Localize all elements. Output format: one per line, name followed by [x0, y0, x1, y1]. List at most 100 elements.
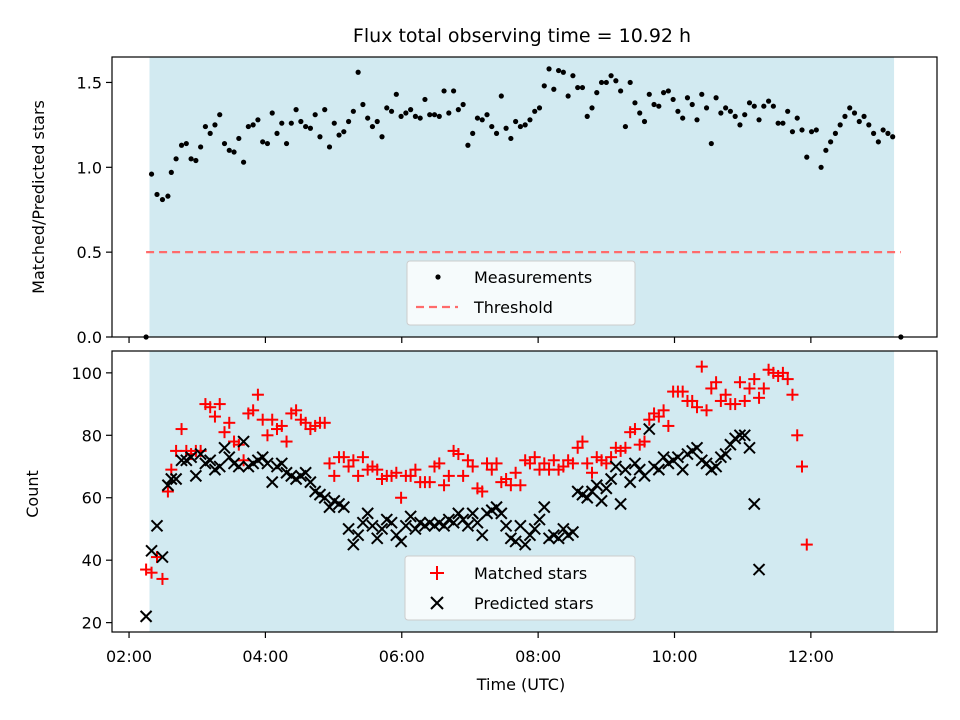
- matched-star-point: [208, 410, 221, 423]
- predicted-star-point: [609, 460, 623, 473]
- measurement-point: [489, 123, 495, 130]
- matched-star-point: [223, 416, 236, 429]
- measurement-point: [847, 105, 853, 111]
- measurement-point: [870, 130, 877, 136]
- measurement-point: [384, 105, 390, 111]
- measurement-point: [565, 93, 571, 99]
- measurement-point: [885, 130, 891, 136]
- matched-star-point: [490, 457, 503, 470]
- matched-star-point: [251, 388, 264, 401]
- measurement-point: [408, 107, 414, 113]
- measurement-point: [513, 118, 519, 125]
- x-tick-label: 10:00: [651, 647, 697, 666]
- predicted-star-point: [361, 507, 374, 520]
- measurement-point: [575, 84, 581, 91]
- measurement-point: [479, 117, 485, 123]
- measurement-point: [675, 108, 681, 114]
- measurement-point: [632, 100, 638, 106]
- predicted-star-point: [581, 491, 594, 504]
- measurement-point: [818, 164, 824, 170]
- matched-star-point: [218, 426, 231, 439]
- matched-star-point: [619, 441, 632, 454]
- measurement-point: [183, 140, 189, 147]
- predicted-star-point: [676, 463, 689, 476]
- measurement-point: [579, 84, 586, 91]
- matched-star-point: [461, 454, 474, 467]
- top-panel: 0.0 0.5 1.0 1.5 Matched/Predicted stars Mea…: [29, 56, 938, 347]
- matched-star-point: [213, 398, 226, 411]
- bottom-y-axis: 20 40 60 80 100: [71, 364, 112, 633]
- predicted-star-point: [337, 500, 351, 514]
- predicted-star-point: [390, 529, 403, 542]
- predicted-star-point: [145, 544, 158, 558]
- predicted-star-point: [738, 429, 751, 442]
- matched-star-point: [509, 466, 522, 479]
- y-tick-label: 0.0: [77, 328, 102, 347]
- matched-star-point: [719, 388, 732, 401]
- y-tick-label: 0.5: [77, 243, 102, 262]
- top-axes-frame: [111, 56, 938, 338]
- predicted-star-point: [266, 475, 279, 489]
- predicted-star-point: [203, 454, 217, 467]
- measurement-point: [226, 147, 232, 153]
- predicted-star-point: [351, 529, 365, 542]
- measurement-point: [207, 130, 213, 136]
- matched-star-point: [786, 388, 799, 401]
- predicted-star-point: [552, 532, 565, 545]
- bottom-y-label: Count: [23, 470, 42, 518]
- predicted-star-point: [638, 469, 651, 483]
- measurement-point: [851, 110, 858, 116]
- measurement-point: [541, 83, 547, 89]
- predicted-star-point: [213, 460, 226, 473]
- predicted-star-point: [528, 522, 541, 536]
- measurement-point: [761, 103, 767, 109]
- predicted-star-point: [399, 519, 413, 533]
- measurement-point: [804, 154, 810, 160]
- predicted-star-point: [595, 494, 608, 508]
- measurement-point: [168, 169, 174, 175]
- predicted-star-point: [256, 450, 269, 464]
- measurement-point: [570, 73, 576, 79]
- predicted-star-point: [461, 519, 475, 533]
- predicted-star-point: [156, 550, 169, 564]
- matched-star-point: [442, 469, 455, 482]
- predicted-star-point: [724, 438, 737, 451]
- measurement-point: [732, 113, 738, 119]
- measurement-point: [369, 123, 376, 130]
- predicted-star-point: [409, 522, 422, 536]
- matched-star-point: [337, 451, 350, 464]
- measurement-point: [193, 157, 199, 164]
- measurement-point: [594, 90, 600, 96]
- measurement-point: [718, 110, 724, 116]
- measurement-point: [198, 144, 204, 150]
- measurement-point: [536, 105, 543, 111]
- chart-title: Flux total observing time = 10.92 h: [353, 25, 691, 47]
- measurement-point: [236, 135, 242, 142]
- predicted-star-point: [452, 507, 465, 520]
- predicted-star-point: [748, 497, 761, 511]
- y-tick-label: 1.5: [77, 73, 102, 92]
- y-tick-label: 1.0: [77, 158, 102, 177]
- measurement-point: [212, 122, 218, 128]
- predicted-star-point: [652, 463, 666, 476]
- measurement-point: [861, 113, 867, 119]
- matched-star-point: [753, 391, 766, 404]
- matched-star-point: [204, 401, 217, 414]
- measurement-point: [322, 107, 328, 113]
- measurement-point: [484, 112, 490, 118]
- matched-star-point: [390, 466, 403, 479]
- measurement-point: [221, 140, 228, 147]
- measurement-point: [331, 120, 337, 126]
- measurement-point: [813, 127, 819, 133]
- measurement-point: [842, 113, 848, 119]
- measurement-point: [713, 95, 719, 101]
- matched-star-point: [576, 435, 589, 448]
- measurement-point: [355, 69, 361, 75]
- matched-star-point: [457, 469, 470, 482]
- predicted-star-point: [194, 447, 207, 461]
- measurement-point: [584, 113, 590, 119]
- measurement-point: [828, 139, 834, 145]
- measurement-point: [751, 103, 757, 109]
- matched-star-point: [528, 451, 541, 464]
- measurement-point: [154, 191, 160, 198]
